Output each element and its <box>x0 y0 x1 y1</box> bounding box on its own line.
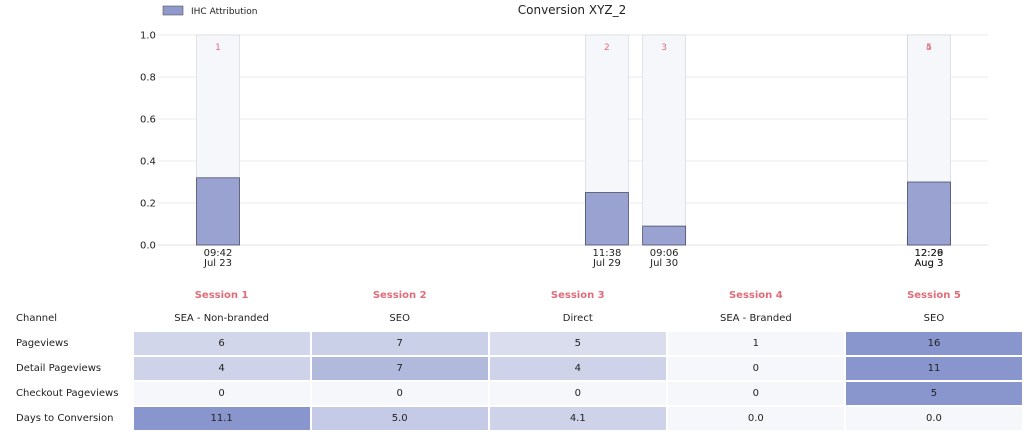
axis-layer: 0.0 0.2 0.4 0.6 0.8 1.0 1 09:42 Jul 23 2 11:38 Jul … <box>140 31 944 270</box>
legend[interactable]: IHC Attribution <box>162 5 257 17</box>
table-cell: 7 <box>311 357 488 380</box>
table-row-checkout-pageviews: Checkout Pageviews 0 0 0 0 5 <box>10 382 1022 405</box>
row-label: Checkout Pageviews <box>10 382 132 405</box>
table-cell: 5 <box>489 332 666 355</box>
table-cell: 0.0 <box>667 407 844 430</box>
row-label: Channel <box>10 307 132 330</box>
row-label: Pageviews <box>10 332 132 355</box>
table-cell: 11.1 <box>133 407 310 430</box>
row-label: Detail Pageviews <box>10 357 132 380</box>
table-cell: 4 <box>489 357 666 380</box>
y-tick-label: 0.4 <box>140 157 156 168</box>
table-corner <box>10 285 132 305</box>
session-band <box>642 34 686 246</box>
table-cell: SEO <box>845 307 1022 330</box>
table-row-days-to-conversion: Days to Conversion 11.1 5.0 4.1 0.0 0.0 <box>10 407 1022 430</box>
x-tick-label: 09:42 Jul 23 <box>203 248 232 269</box>
table-cell: SEA - Branded <box>667 307 844 330</box>
table-cell: SEO <box>311 307 488 330</box>
table-row-channel: Channel SEA - Non-branded SEO Direct SEA… <box>10 307 1022 330</box>
table-cell: 4 <box>133 357 310 380</box>
session-header: Session 1 <box>194 289 249 301</box>
y-tick-label: 1.0 <box>140 31 156 42</box>
table-cell: 0 <box>311 382 488 405</box>
session-header: Session 2 <box>372 289 427 301</box>
table-cell: 11 <box>845 357 1022 380</box>
legend-swatch <box>162 5 184 16</box>
y-tick-label: 0.0 <box>140 241 156 252</box>
session-number-label: 4 <box>926 43 932 53</box>
grid-layer <box>158 34 988 246</box>
table-cell: 0 <box>667 382 844 405</box>
y-tick-label: 0.2 <box>140 199 156 210</box>
table-cell: 0 <box>489 382 666 405</box>
attribution-chart: 0.0 0.2 0.4 0.6 0.8 1.0 1 09:42 Jul 23 2 11:38 Jul … <box>140 3 988 270</box>
table-cell: 0 <box>133 382 310 405</box>
table-cell: 0.0 <box>845 407 1022 430</box>
attribution-bar <box>196 177 240 246</box>
x-tick-label: 11:38 Jul 29 <box>592 248 621 269</box>
y-tick-label: 0.6 <box>140 115 156 126</box>
session-band-layer <box>196 34 951 246</box>
attribution-bar <box>907 181 951 246</box>
table-cell: 6 <box>133 332 310 355</box>
bar-layer <box>196 177 951 246</box>
legend-label: IHC Attribution <box>191 7 257 17</box>
attribution-bar <box>642 225 687 246</box>
session-number-label: 2 <box>604 43 610 53</box>
session-number-label: 1 <box>215 43 221 53</box>
session-header: Session 5 <box>907 289 961 301</box>
session-header: Session 3 <box>550 289 605 301</box>
session-metrics-table: Session 1 Session 2 Session 3 Session 4 … <box>8 283 1024 432</box>
table-cell: 5 <box>845 382 1022 405</box>
table-cell: 4.1 <box>489 407 666 430</box>
x-tick-label: 09:06 Jul 30 <box>649 248 678 269</box>
x-tick-label: 12:26 Aug 3 <box>914 248 943 269</box>
table-row-detail-pageviews: Detail Pageviews 4 7 4 0 11 <box>10 357 1022 380</box>
session-header: Session 4 <box>728 289 783 301</box>
row-label: Days to Conversion <box>10 407 132 430</box>
chart-title: Conversion XYZ_2 <box>518 3 627 17</box>
session-number-label: 5 <box>926 43 932 53</box>
table-cell: 5.0 <box>311 407 488 430</box>
table-cell: 1 <box>667 332 844 355</box>
table-cell: Direct <box>489 307 666 330</box>
table-cell: SEA - Non-branded <box>133 307 310 330</box>
table-cell: 7 <box>311 332 488 355</box>
table-cell: 0 <box>667 357 844 380</box>
session-number-label: 3 <box>661 43 667 53</box>
session-header-row: Session 1 Session 2 Session 3 Session 4 … <box>10 285 1022 305</box>
x-tick-label: 12:29 Aug 3 <box>914 248 943 269</box>
table-row-pageviews: Pageviews 6 7 5 1 16 <box>10 332 1022 355</box>
table-cell: 16 <box>845 332 1022 355</box>
y-tick-label: 0.8 <box>140 73 156 84</box>
attribution-bar <box>585 192 629 246</box>
